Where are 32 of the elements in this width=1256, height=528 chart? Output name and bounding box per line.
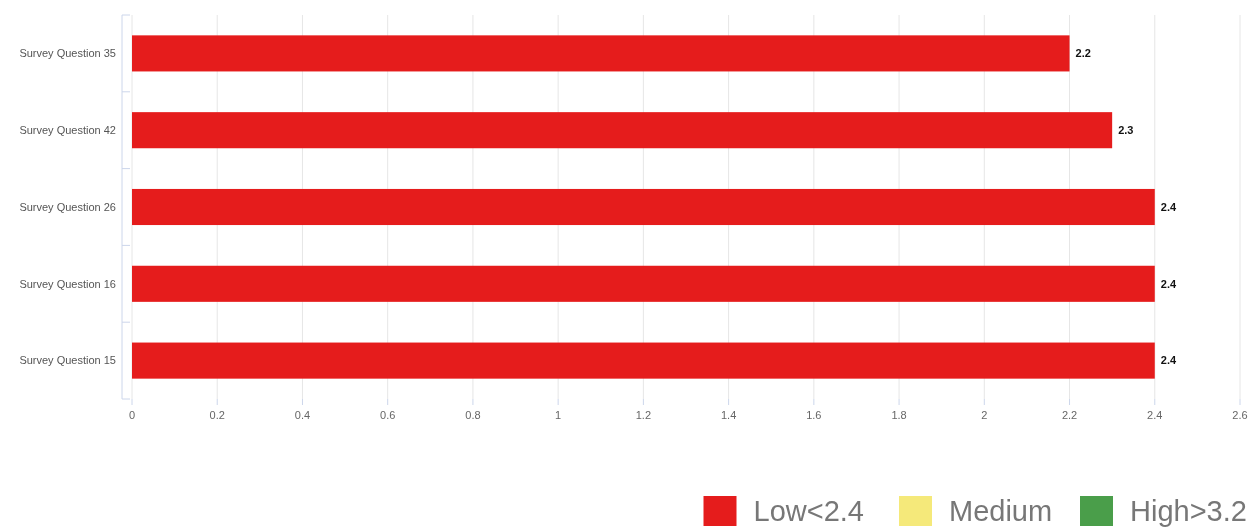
x-tick-label: 0.6	[380, 409, 396, 421]
data-label: 2.2	[1075, 47, 1091, 60]
data-label: 2.3	[1118, 124, 1134, 137]
bar	[132, 265, 1155, 302]
x-tick-label: 0.2	[209, 409, 225, 421]
x-tick-label: 0.8	[465, 409, 481, 421]
bar	[132, 35, 1070, 72]
legend-label: Low<2.4	[753, 495, 864, 528]
bar	[132, 342, 1155, 379]
x-tick-label: 1.6	[806, 409, 822, 421]
x-tick-label: 1.2	[635, 409, 652, 421]
x-tick-label: 0	[128, 409, 136, 421]
legend-label: High>3.2	[1130, 495, 1247, 528]
x-tick-label: 1	[555, 409, 562, 421]
x-tick-label: 2	[981, 409, 988, 421]
x-tick-label: 2.2	[1061, 409, 1078, 421]
x-tick-label: 1.8	[891, 409, 907, 421]
y-tick-label: Survey Question 42	[19, 124, 116, 137]
legend-label: Medium	[949, 495, 1053, 528]
y-tick-label: Survey Question 26	[19, 200, 116, 213]
y-tick-label: Survey Question 15	[19, 354, 116, 367]
x-tick-label: 0.4	[294, 409, 311, 421]
y-tick-label: Survey Question 16	[19, 277, 116, 290]
x-tick-label: 1.4	[720, 409, 737, 421]
y-tick-label: Survey Question 35	[19, 47, 116, 60]
x-tick-label: 2.6	[1232, 409, 1248, 421]
bar	[132, 188, 1155, 226]
bar	[132, 112, 1113, 149]
data-label: 2.4	[1160, 354, 1177, 367]
x-tick-label: 2.4	[1147, 409, 1163, 421]
data-label: 2.4	[1160, 277, 1177, 290]
data-label: 2.4	[1160, 200, 1177, 213]
